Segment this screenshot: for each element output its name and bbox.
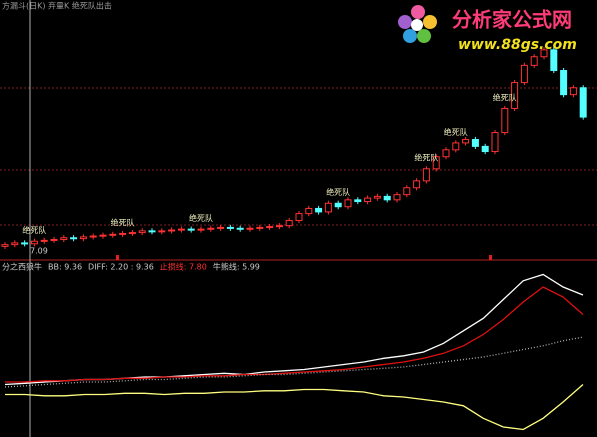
candle-body (21, 242, 29, 245)
annotation: 绝死队 (189, 213, 213, 223)
annotation: 绝死队 (414, 153, 438, 163)
candle-body (89, 235, 97, 238)
candle-body (432, 156, 440, 170)
candle-body (305, 207, 313, 215)
candle-body (236, 227, 244, 230)
watermark-url: www.88gs.com (458, 37, 577, 53)
candle-body (334, 202, 342, 208)
indicator-header: 分之西狼牛 (2, 262, 42, 272)
candle-body (128, 232, 136, 235)
candle-body (109, 233, 117, 236)
annotation: 绝死队 (111, 217, 135, 227)
indicator-header: DIFF: 2.20 : 9.36 (88, 263, 154, 272)
marker (489, 255, 492, 260)
candle-body (569, 87, 577, 96)
candle-body (579, 87, 587, 118)
candle-body (30, 240, 38, 245)
watermark-logo (398, 5, 437, 43)
candle-body (79, 236, 87, 240)
candle-body (560, 70, 568, 96)
candle-body (373, 195, 381, 199)
candle-body (344, 199, 352, 208)
candle-body (138, 230, 146, 234)
candle-body (520, 64, 528, 84)
candle-body (70, 237, 78, 240)
candle-body (354, 199, 362, 203)
annotation: 绝死队 (326, 187, 350, 197)
candle-body (462, 138, 470, 144)
candle-body (168, 229, 176, 232)
candle-body (40, 239, 48, 242)
candle-body (393, 194, 401, 201)
candle-body (256, 226, 264, 229)
candle-body (511, 82, 519, 109)
candle-body (266, 226, 274, 229)
candle-body (442, 149, 450, 158)
candle-body (324, 202, 332, 213)
candle-body (383, 195, 391, 201)
candle-body (540, 49, 548, 58)
indicator-line (5, 286, 584, 383)
indicator-header: 牛熊线: 5.99 (213, 262, 260, 272)
annotation: 绝死队 (493, 92, 517, 102)
candle-body (217, 226, 225, 229)
candle-body (99, 234, 107, 237)
indicator-line (4, 336, 584, 388)
candle-body (60, 237, 68, 240)
low-marker: 7.09 (30, 246, 48, 255)
candle-body (148, 230, 156, 233)
candle-body (158, 230, 166, 233)
marker (116, 255, 119, 260)
candle-body (452, 142, 460, 151)
candle-body (481, 145, 489, 153)
indicator-header: 止损线: 7.80 (160, 262, 207, 272)
candle-body (491, 132, 499, 153)
title-bar: 方漏斗(日K) 弃量K 绝死队出击 (2, 1, 112, 11)
candle-body (246, 227, 254, 230)
annotation: 绝死队 (444, 127, 468, 137)
candle-body (315, 207, 323, 213)
annotation: 绝死队 (22, 225, 46, 235)
candle-body (226, 226, 234, 229)
candle-body (550, 49, 558, 72)
candle-body (403, 187, 411, 196)
watermark-name: 分析家公式网 (452, 8, 572, 32)
candle-body (364, 197, 372, 203)
candle-body (285, 220, 293, 227)
candle-body (530, 56, 538, 66)
indicator-header: BB: 9.36 (48, 263, 82, 272)
candle-body (197, 228, 205, 231)
candle-body (413, 180, 421, 189)
candle-body (177, 228, 185, 231)
candle-body (207, 227, 215, 230)
candle-body (187, 228, 195, 231)
candle-body (50, 238, 58, 241)
candle-body (1, 244, 9, 247)
candle-body (275, 225, 283, 228)
indicator-line (5, 384, 584, 431)
candle-body (119, 232, 127, 235)
candle-body (11, 242, 19, 246)
candle-body (471, 138, 479, 147)
candle-body (295, 213, 303, 222)
candle-body (501, 107, 509, 134)
candle-body (422, 168, 430, 182)
